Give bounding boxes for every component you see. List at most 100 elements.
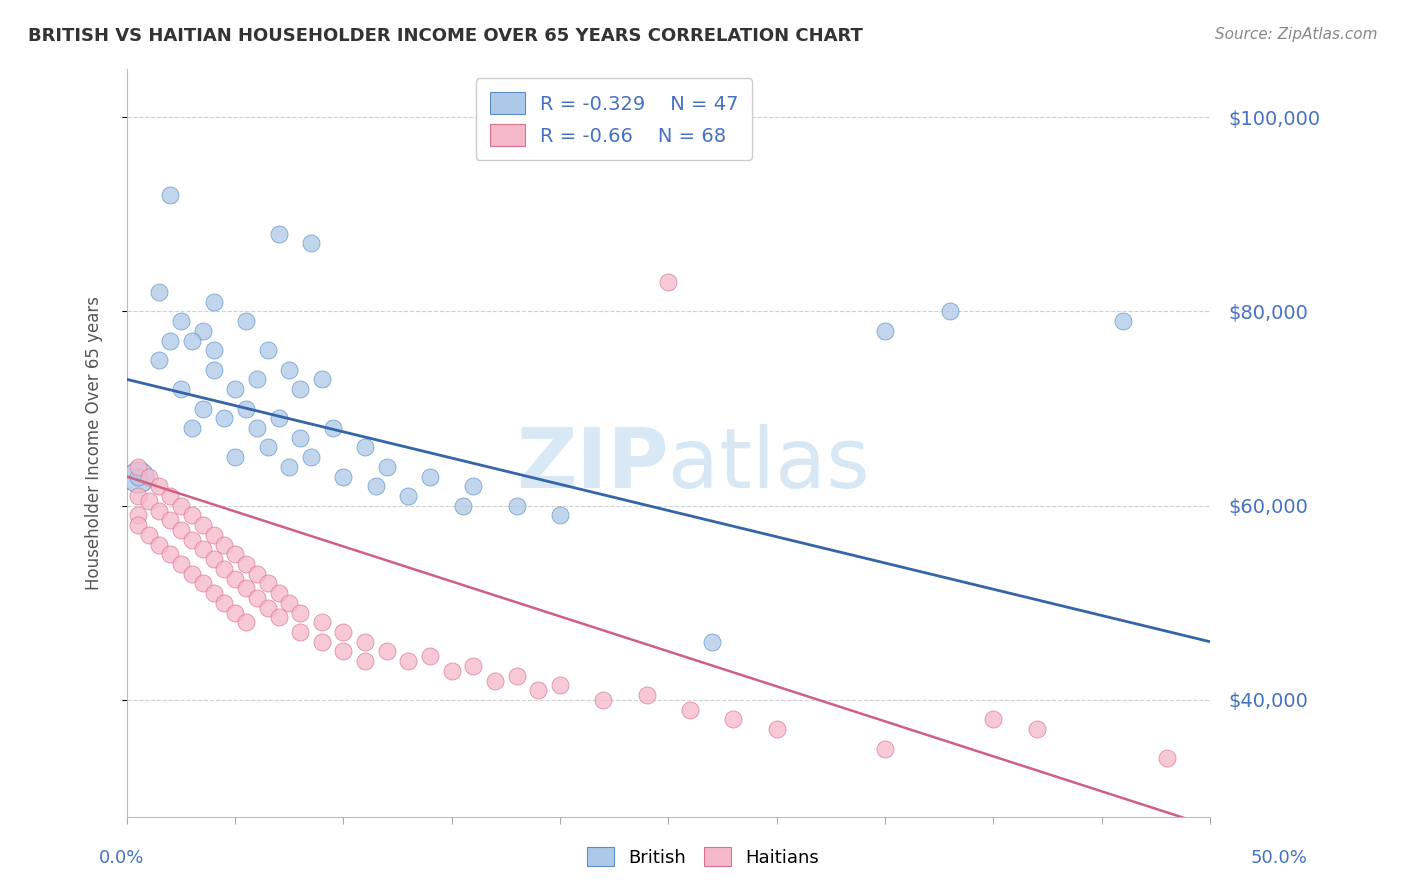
Point [981,712,1004,726]
Point [288,382,311,396]
Point [148,503,170,517]
Point [202,362,225,376]
Point [127,518,149,533]
Point [278,596,301,610]
Point [419,649,441,664]
Point [214,562,236,576]
Point [159,187,181,202]
Point [202,294,225,309]
Point [332,469,354,483]
Point [299,236,322,251]
Point [440,664,463,678]
Point [159,489,181,503]
Point [267,411,290,425]
Point [127,489,149,503]
Point [235,557,257,571]
Point [159,547,181,561]
Point [214,411,236,425]
Point [202,343,225,358]
Point [636,688,658,702]
Legend: R = -0.329    N = 47, R = -0.66    N = 68: R = -0.329 N = 47, R = -0.66 N = 68 [477,78,752,160]
Point [202,528,225,542]
Point [148,353,170,368]
Point [138,469,160,483]
Point [299,450,322,464]
Point [170,499,193,513]
Point [224,572,246,586]
Point [451,499,474,513]
Point [354,634,377,648]
Point [224,606,246,620]
Point [191,576,214,591]
Point [548,678,571,692]
Point [419,469,441,483]
Point [463,659,485,673]
Point [267,586,290,600]
Point [1156,751,1178,765]
Point [159,513,181,527]
Point [332,644,354,658]
Point [235,314,257,328]
Point [288,606,311,620]
Point [127,469,149,483]
Point [939,304,962,318]
Point [148,537,170,551]
Text: 50.0%: 50.0% [1251,849,1308,867]
Point [180,533,202,547]
Point [224,450,246,464]
Point [148,285,170,299]
Point [354,441,377,455]
Point [873,741,896,756]
Point [354,654,377,668]
Point [224,547,246,561]
Y-axis label: Householder Income Over 65 years: Householder Income Over 65 years [86,295,103,590]
Point [246,421,269,435]
Point [700,634,723,648]
Point [246,566,269,581]
Point [463,479,485,493]
Point [398,654,420,668]
Point [170,314,193,328]
Text: Source: ZipAtlas.com: Source: ZipAtlas.com [1215,27,1378,42]
Point [191,518,214,533]
Point [159,334,181,348]
Point [127,459,149,474]
Point [398,489,420,503]
Text: 0.0%: 0.0% [98,849,143,867]
Point [765,722,787,736]
Point [127,508,149,523]
Point [138,493,160,508]
Point [322,421,344,435]
Text: ZIP: ZIP [516,425,668,506]
Point [180,508,202,523]
Point [506,668,529,682]
Point [180,421,202,435]
Point [138,528,160,542]
Point [148,479,170,493]
Point [235,581,257,595]
Point [679,703,702,717]
Point [592,693,614,707]
Point [288,624,311,639]
Point [256,441,278,455]
Point [170,557,193,571]
Point [288,431,311,445]
Point [375,644,398,658]
Point [235,401,257,416]
Point [191,324,214,338]
Point [364,479,387,493]
Point [256,343,278,358]
Point [214,537,236,551]
Point [484,673,506,688]
Point [127,469,149,483]
Point [723,712,745,726]
Point [214,596,236,610]
Point [506,499,529,513]
Point [256,576,278,591]
Point [278,362,301,376]
Point [202,586,225,600]
Legend: British, Haitians: British, Haitians [579,840,827,874]
Point [375,459,398,474]
Point [180,334,202,348]
Point [191,401,214,416]
